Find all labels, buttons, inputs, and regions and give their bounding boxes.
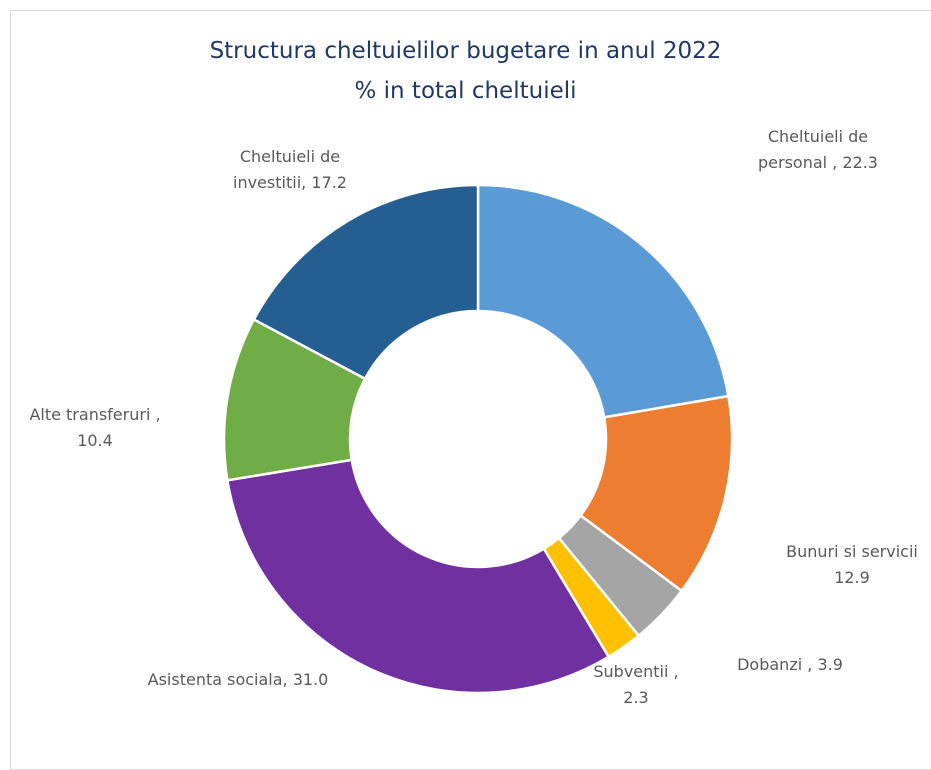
- data-label: Alte transferuri , 10.4: [10, 402, 180, 454]
- doughnut-slice: [252, 183, 480, 381]
- label-value: 22.3: [842, 153, 878, 172]
- data-label: Subventii , 2.3: [581, 659, 691, 711]
- label-category: Cheltuieli de personal ,: [758, 127, 869, 172]
- label-category: Asistenta sociala,: [147, 670, 288, 689]
- data-label: Cheltuieli de investitii, 17.2: [210, 144, 370, 196]
- label-value: 12.9: [834, 568, 870, 587]
- data-label: Asistenta sociala, 31.0: [138, 667, 338, 693]
- label-category: Dobanzi ,: [737, 655, 813, 674]
- doughnut-slice: [225, 458, 611, 695]
- chart-subtitle: % in total cheltuieli: [354, 78, 577, 104]
- label-category: Bunuri si servicii: [786, 542, 918, 561]
- label-category: Cheltuieli de investitii,: [233, 147, 341, 192]
- data-label: Bunuri si servicii 12.9: [772, 539, 931, 591]
- data-label: Dobanzi , 3.9: [725, 652, 855, 678]
- label-category: Subventii ,: [593, 662, 679, 681]
- chart-title: Structura cheltuielilor bugetare in anul…: [209, 38, 722, 64]
- label-value: 31.0: [292, 670, 329, 689]
- doughnut-slice: [476, 183, 730, 419]
- label-value: 17.2: [311, 173, 347, 192]
- label-value: 2.3: [623, 688, 649, 707]
- data-label: Cheltuieli de personal , 22.3: [748, 124, 888, 176]
- label-category: Alte transferuri ,: [29, 405, 161, 424]
- label-value: 10.4: [77, 431, 113, 450]
- label-value: 3.9: [817, 655, 843, 674]
